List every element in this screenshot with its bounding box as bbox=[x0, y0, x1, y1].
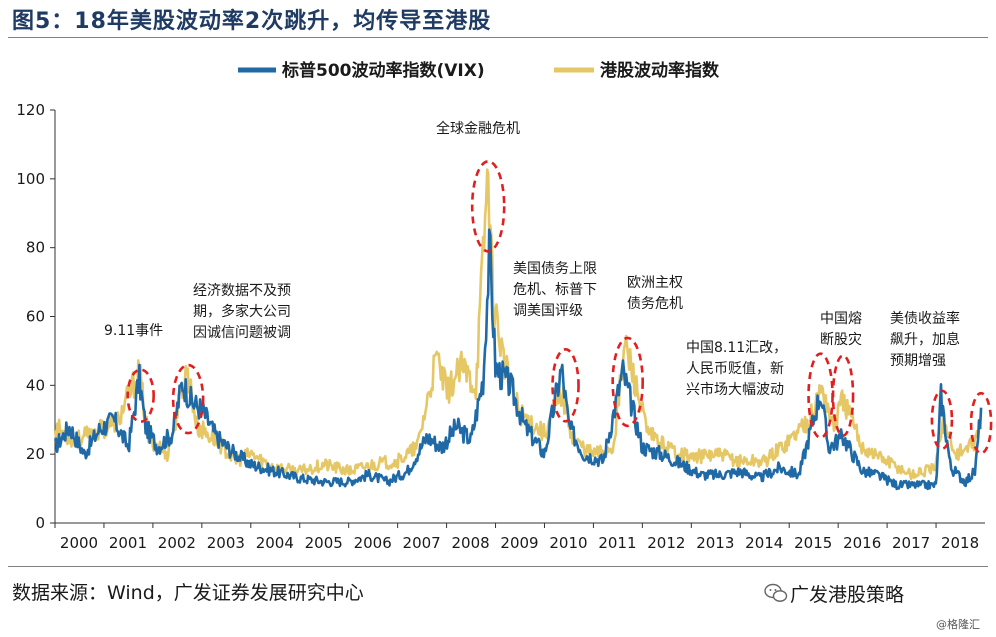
event-ellipse bbox=[969, 391, 993, 455]
x-tick-label: 2015 bbox=[794, 534, 832, 552]
axes: 0 20 40 60 80 100 120 2000 2001 2002 2003 2004 2005 2… bbox=[16, 101, 985, 552]
y-tick-label: 20 bbox=[26, 445, 45, 463]
x-tick-label: 2005 bbox=[305, 534, 343, 552]
y-tick-label: 60 bbox=[26, 308, 45, 326]
x-tick-label: 2006 bbox=[354, 534, 392, 552]
wechat-icon bbox=[764, 583, 788, 602]
annotation-label: 欧洲主权 bbox=[627, 275, 683, 291]
x-tick-label: 2002 bbox=[158, 534, 196, 552]
x-tick-label: 2000 bbox=[60, 534, 98, 552]
annotation-label: 全球金融危机 bbox=[436, 120, 520, 137]
legend-label-vix: 标普500波动率指数(VIX) bbox=[282, 60, 485, 81]
event-ellipse bbox=[551, 348, 580, 423]
annotation-label: 美国债务上限 bbox=[513, 261, 597, 277]
event-ellipse bbox=[831, 354, 855, 437]
annotation-label: 人民币贬值，新 bbox=[686, 361, 784, 377]
series-line-hk bbox=[53, 168, 983, 481]
series-line-vix bbox=[53, 228, 983, 491]
y-tick-label: 40 bbox=[26, 376, 45, 394]
annotation-label: 债务危机 bbox=[627, 296, 683, 312]
x-tick-label: 2010 bbox=[549, 534, 587, 552]
x-tick-label: 2001 bbox=[109, 534, 147, 552]
x-tick-label: 2014 bbox=[745, 534, 783, 552]
event-ellipse bbox=[611, 336, 644, 428]
x-tick-label: 2016 bbox=[843, 534, 881, 552]
annotation-label: 飙升，加息 bbox=[890, 331, 960, 348]
annotation-label: 美债收益率 bbox=[890, 310, 960, 327]
y-tick-label: 120 bbox=[16, 101, 45, 119]
annotation-label: 中国8.11汇改， bbox=[686, 340, 787, 356]
source-note: 数据来源：Wind，广发证券发展研究中心 bbox=[12, 582, 364, 604]
annotation-label: 危机、标普下 bbox=[513, 282, 597, 298]
title-divider bbox=[8, 37, 988, 38]
annotation-label: 经济数据不及预 bbox=[193, 283, 291, 299]
legend-label-hk: 港股波动率指数 bbox=[600, 60, 720, 81]
x-tick-label: 2017 bbox=[892, 534, 930, 552]
x-tick-label: 2012 bbox=[647, 534, 685, 552]
y-tick-label: 0 bbox=[35, 514, 45, 532]
annotation-label: 中国熔 bbox=[820, 311, 862, 327]
x-tick-label: 2004 bbox=[256, 534, 294, 552]
annotation-label: 兴市场大幅波动 bbox=[686, 381, 784, 398]
footer-divider bbox=[8, 566, 988, 567]
x-tick-label: 2018 bbox=[941, 534, 979, 552]
event-ellipse bbox=[930, 389, 954, 451]
legend: 标普500波动率指数(VIX) 港股波动率指数 bbox=[238, 60, 720, 81]
annotation-label: 9.11事件 bbox=[104, 323, 163, 339]
series-group bbox=[53, 165, 983, 491]
page-title: 图5：18年美股波动率2次跳升，均传导至港股 bbox=[12, 9, 492, 34]
event-ellipse bbox=[807, 352, 834, 439]
x-tick-label: 2003 bbox=[207, 534, 245, 552]
y-tick-label: 100 bbox=[16, 170, 45, 188]
annotation-label: 预期增强 bbox=[890, 353, 946, 369]
annotation-label: 调美国评级 bbox=[513, 303, 583, 319]
x-tick-label: 2007 bbox=[403, 534, 441, 552]
watermark-credit: @格隆汇 bbox=[936, 618, 980, 631]
event-ellipse bbox=[126, 368, 155, 423]
wechat-account-label: 广发港股策略 bbox=[790, 584, 905, 606]
x-tick-label: 2011 bbox=[598, 534, 636, 552]
y-tick-label: 80 bbox=[26, 239, 45, 257]
x-tick-label: 2013 bbox=[696, 534, 734, 552]
event-ellipse bbox=[171, 363, 205, 435]
volatility-chart: 标普500波动率指数(VIX) 港股波动率指数 0 20 40 60 80 100 120 2… bbox=[16, 60, 993, 552]
event-ellipses bbox=[126, 160, 993, 455]
x-tick-label: 2009 bbox=[500, 534, 538, 552]
annotation-label: 因诚信问题被调 bbox=[193, 325, 291, 341]
x-tick-label: 2008 bbox=[451, 534, 489, 552]
annotation-label: 期，多家大公司 bbox=[193, 303, 291, 320]
event-ellipse bbox=[470, 160, 506, 253]
annotation-label: 断股灾 bbox=[820, 331, 862, 348]
title-bar: 图5：18年美股波动率2次跳升，均传导至港股 bbox=[0, 0, 996, 38]
